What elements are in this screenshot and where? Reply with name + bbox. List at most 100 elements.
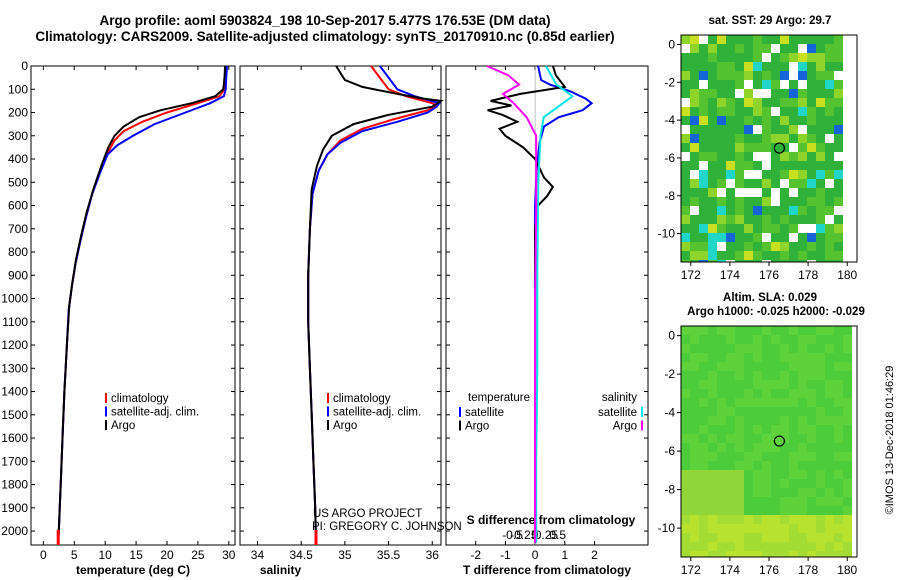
sla-map-subtitle: Argo h1000: -0.025 h2000: -0.029 <box>687 306 865 318</box>
sla-map-cell <box>735 362 744 371</box>
sst-map-cell <box>834 98 843 107</box>
salinity-legend-label: satellite-adj. clim. <box>333 407 421 419</box>
sla-map-cell <box>825 362 834 371</box>
sst-map-cell <box>726 188 735 197</box>
sla-map-cell <box>690 443 699 452</box>
sla-map-cell <box>789 497 798 506</box>
sla-map-cell <box>699 488 708 497</box>
sla-map-cell <box>798 488 807 497</box>
sla-map-cell <box>843 362 852 371</box>
sla-map-cell <box>744 335 753 344</box>
sst-map-cell <box>744 134 753 143</box>
sst-map-cell <box>690 125 699 134</box>
sst-map-cell <box>798 98 807 107</box>
sla-map-cell <box>762 335 771 344</box>
sst-map-cell <box>780 251 789 260</box>
sst-map-cell <box>816 197 825 206</box>
sla-map-cell <box>717 515 726 524</box>
sla-map-cell <box>843 371 852 380</box>
sst-map-cell <box>753 80 762 89</box>
sla-map-cell <box>744 488 753 497</box>
sla-map-cell <box>690 326 699 335</box>
sst-map-cell <box>798 179 807 188</box>
sst-map-cell <box>717 170 726 179</box>
sst-map-cell <box>753 143 762 152</box>
sla-map-cell <box>690 371 699 380</box>
sst-map-cell <box>807 152 816 161</box>
sst-map-cell <box>816 98 825 107</box>
sst-map-cell <box>816 53 825 62</box>
sst-map-cell <box>753 116 762 125</box>
sst-map-cell <box>744 44 753 53</box>
sst-map-cell <box>780 89 789 98</box>
sla-map-cell <box>681 533 690 542</box>
pressure-tick-label: 1200 <box>1 338 28 352</box>
sst-map-cell <box>780 35 789 44</box>
sla-map-cell <box>825 551 834 557</box>
sla-map-cell <box>681 389 690 398</box>
sst-map-cell <box>816 161 825 170</box>
sla-map-cell <box>780 407 789 416</box>
sst-map-cell <box>681 62 690 71</box>
sla-map-cell <box>825 470 834 479</box>
sla-map-ytick-label: -8 <box>664 483 675 497</box>
sla-map-cell <box>744 416 753 425</box>
sst-map-cell <box>726 134 735 143</box>
sla-map-cell <box>726 353 735 362</box>
sla-map-cell <box>834 326 843 335</box>
sla-map-cell <box>798 371 807 380</box>
sla-map-cell <box>735 344 744 353</box>
tdiff-x-tick-label: -1 <box>500 548 511 562</box>
sla-map-cell <box>681 524 690 533</box>
sla-map-cell <box>726 497 735 506</box>
sla-map-cell <box>807 542 816 551</box>
sla-map-cell <box>735 353 744 362</box>
sst-map-cell <box>771 179 780 188</box>
sla-map-xtick-label: 178 <box>798 563 818 577</box>
sla-map-cell <box>735 326 744 335</box>
sla-map-cell <box>762 398 771 407</box>
sla-map-cell <box>825 407 834 416</box>
sst-map-cell <box>699 242 708 251</box>
sst-map-cell <box>834 251 843 260</box>
sst-map-cell <box>735 224 744 233</box>
sla-map-cell <box>717 434 726 443</box>
salinity-legend-swatch <box>327 420 329 430</box>
sst-map-cell <box>789 170 798 179</box>
sst-map-cell <box>825 125 834 134</box>
sla-map-cell <box>825 515 834 524</box>
sla-map-cell <box>762 434 771 443</box>
sla-map-cell <box>789 452 798 461</box>
sst-map-cell <box>780 71 789 80</box>
sla-map-cell <box>798 344 807 353</box>
sla-map-cell <box>798 497 807 506</box>
sla-map-cell <box>825 533 834 542</box>
sst-map-cell <box>798 170 807 179</box>
sst-map-cell <box>717 251 726 260</box>
sla-map-cell <box>825 371 834 380</box>
temperature-x-tick-label: 10 <box>99 548 113 562</box>
sst-map-cell <box>681 206 690 215</box>
sst-map-cell <box>816 206 825 215</box>
sst-map-cell <box>771 260 780 262</box>
sst-map-cell <box>825 98 834 107</box>
sla-map-cell <box>807 443 816 452</box>
sst-map-cell <box>699 134 708 143</box>
sst-map-cell <box>690 188 699 197</box>
sst-map-cell <box>816 35 825 44</box>
sla-map-cell <box>816 479 825 488</box>
sla-map-cell <box>762 470 771 479</box>
sla-map-cell <box>690 461 699 470</box>
temperature-x-tick-label: 25 <box>191 548 205 562</box>
sla-map-cell <box>816 371 825 380</box>
sla-map-cell <box>807 371 816 380</box>
sst-map-cell <box>762 71 771 80</box>
sst-map-cell <box>699 116 708 125</box>
sst-map-cell <box>807 170 816 179</box>
sla-map-cell <box>681 479 690 488</box>
argo-position-marker <box>773 435 785 447</box>
sst-map-cell <box>699 197 708 206</box>
sdiff-legend-swatch <box>641 407 643 417</box>
pressure-tick-label: 1800 <box>1 478 28 492</box>
sst-map-cell <box>753 35 762 44</box>
